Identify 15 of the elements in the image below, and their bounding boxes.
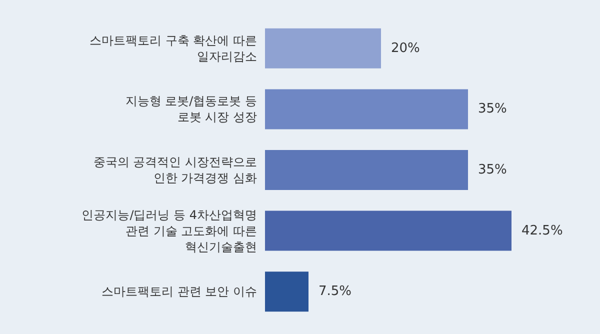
data-label: 20% [391, 40, 420, 56]
y-tick-label: 중국의 공격적인 시장전략으로 인한 가격경쟁 심화 [93, 155, 257, 185]
bar [265, 210, 512, 251]
data-label: 7.5% [318, 284, 352, 300]
y-tick-label: 스마트팩토리 구축 확산에 따른 일자리감소 [90, 33, 257, 64]
bar [265, 89, 468, 130]
y-tick-label: 인공지능/딥러닝 등 4차산업혁명 관련 기술 고도화에 따른 혁신기술출현 [82, 208, 257, 254]
data-label: 42.5% [522, 223, 563, 238]
y-tick-label: 지능형 로봇/협동로봇 등 로봇 시장 성장 [125, 94, 257, 124]
y-tick-label: 스마트팩토리 관련 보안 이슈 [102, 284, 257, 299]
bar [265, 150, 468, 190]
data-label: 35% [478, 102, 507, 117]
data-label: 35% [478, 162, 507, 178]
bar [265, 28, 381, 68]
bar [265, 272, 308, 312]
